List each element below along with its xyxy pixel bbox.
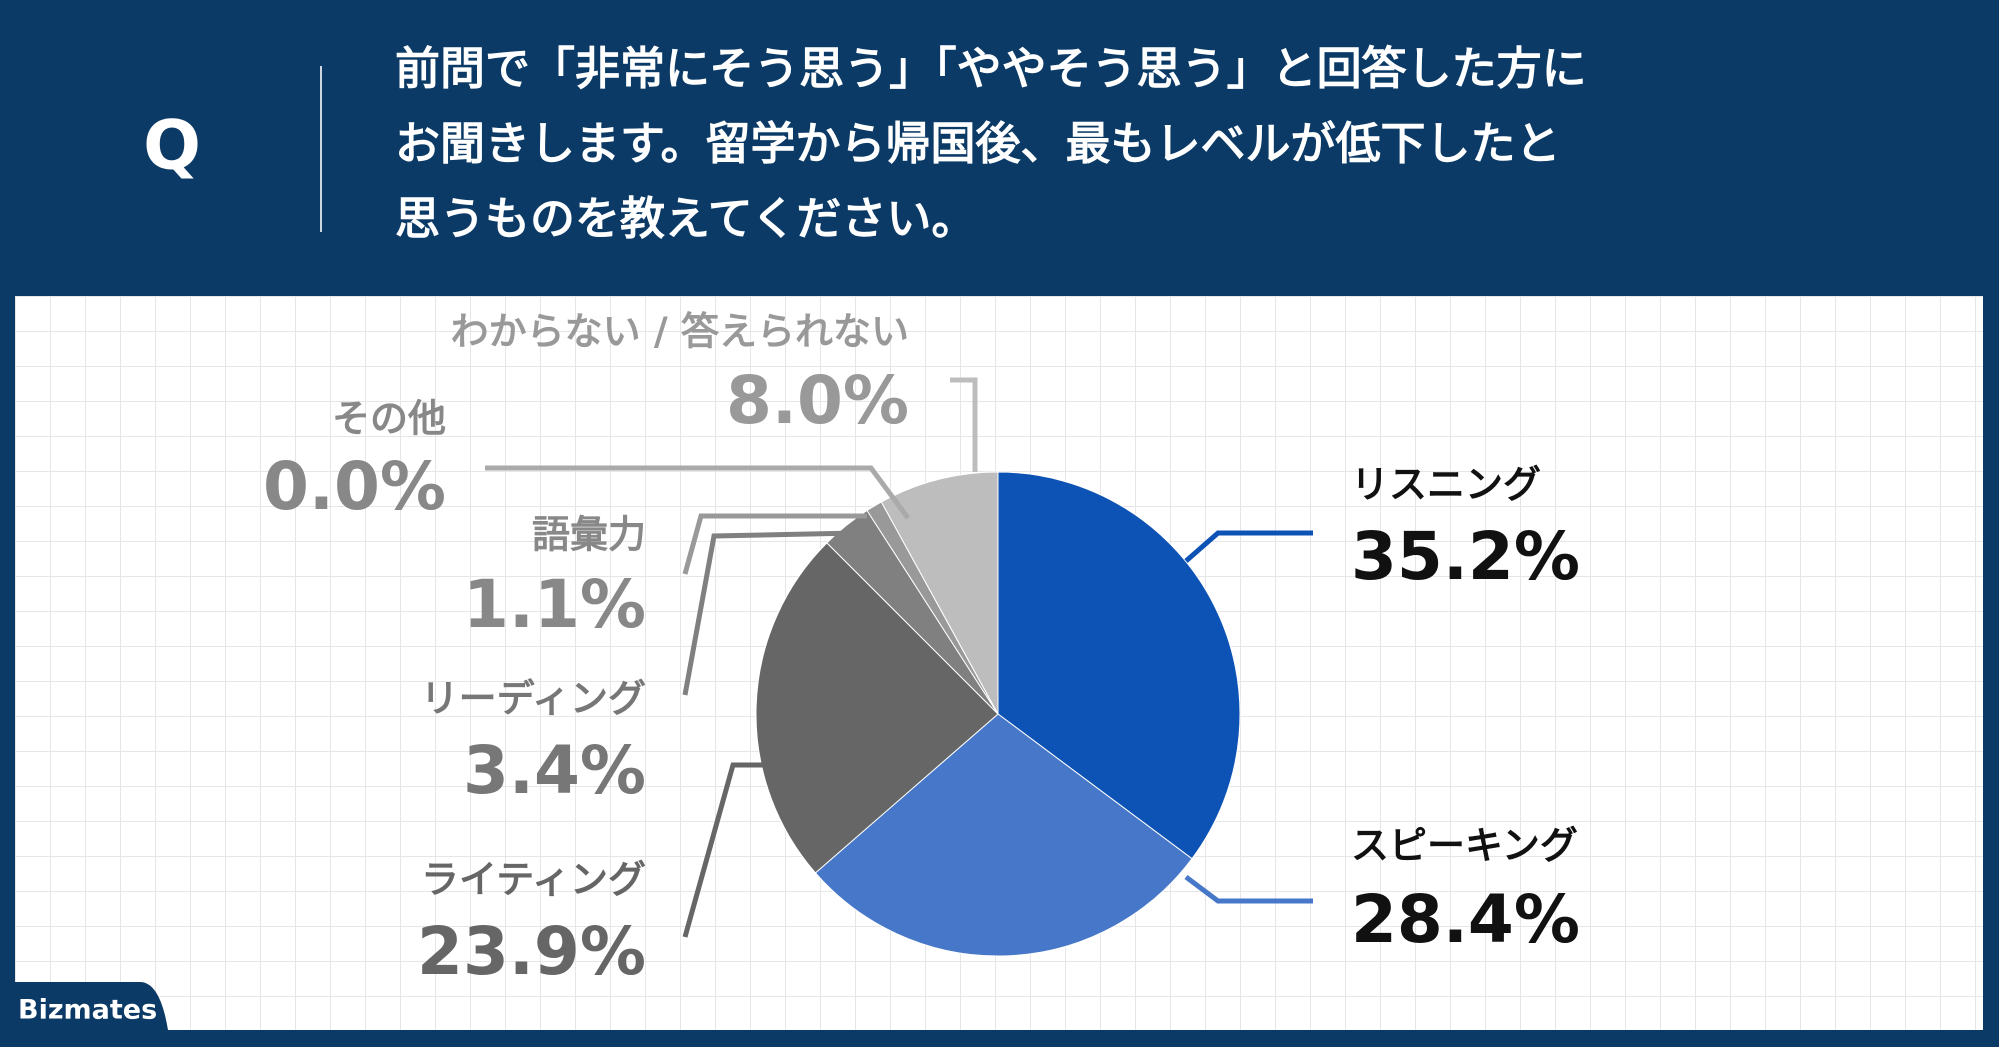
- question-line: 前問で「非常にそう思う」「ややそう思う」と回答した方に: [395, 42, 1587, 95]
- leader-line: [1184, 530, 1313, 563]
- value-label: 3.4%: [463, 732, 646, 809]
- category-label: ライティング: [421, 858, 646, 902]
- category-label: リスニング: [1351, 463, 1541, 507]
- pie-slice: [755, 542, 999, 874]
- question-mark: Q: [143, 107, 201, 186]
- question-line: お聞きします。留学から帰国後、最もレベルが低下したと: [395, 117, 1561, 170]
- category-label: リーディング: [421, 677, 646, 721]
- category-label: その他: [332, 397, 446, 441]
- brand-logo: Bizmates: [18, 995, 157, 1026]
- value-label: 1.1%: [463, 566, 646, 643]
- leader-line: [1184, 875, 1313, 904]
- pie-slice: [880, 471, 999, 715]
- value-label: 28.4%: [1351, 881, 1580, 958]
- leader-line: [682, 762, 768, 938]
- value-label: 35.2%: [1351, 518, 1580, 595]
- category-label: 語彙力: [532, 513, 646, 557]
- leader-line: [682, 530, 858, 696]
- logo-tab: [0, 982, 168, 1030]
- leader-line: [950, 377, 978, 472]
- value-label: 8.0%: [726, 362, 909, 439]
- leader-line: [485, 465, 911, 520]
- leader-line: [682, 513, 867, 575]
- question-line: 思うものを教えてください。: [395, 192, 976, 245]
- pie-slice: [814, 713, 1193, 957]
- value-label: 23.9%: [417, 913, 646, 990]
- category-label: わからない / 答えられない: [451, 310, 909, 354]
- value-label: 0.0%: [263, 448, 446, 525]
- pie-slice: [997, 471, 1241, 860]
- category-label: スピーキング: [1351, 824, 1578, 868]
